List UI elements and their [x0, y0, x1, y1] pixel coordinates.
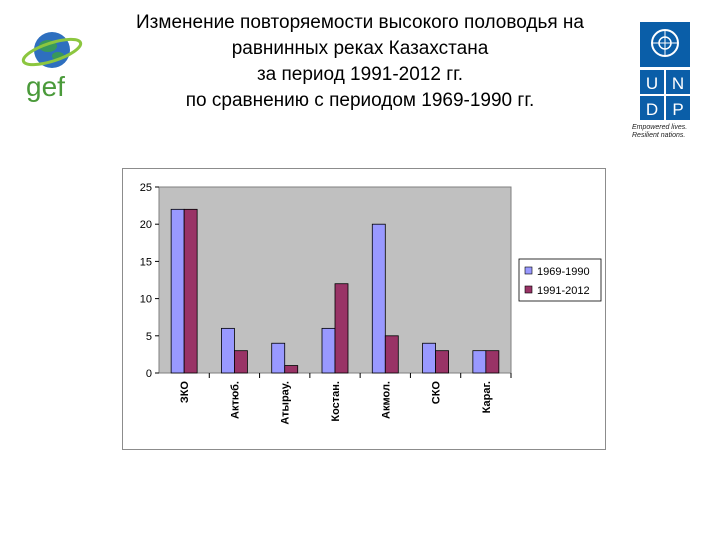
legend-swatch — [524, 266, 533, 275]
y-tick-label: 10 — [140, 294, 152, 306]
bar — [170, 208, 185, 374]
title-line: по сравнению с периодом 1969-1990 гг. — [185, 90, 535, 111]
bar — [284, 365, 299, 374]
x-tick-label: СКО — [431, 381, 443, 405]
legend-swatch — [524, 285, 533, 294]
bar-chart: 0 5 10 15 20 25 ЗКО Актюб. Атырау. Костан. Акмол. С… — [140, 182, 602, 425]
y-tick-label: 15 — [140, 256, 152, 268]
x-tick-label: Актюб. — [229, 381, 241, 419]
chart-container: 0 5 10 15 20 25 ЗКО Актюб. Атырау. Костан. Акмол. С… — [122, 168, 606, 450]
undp-letter: N — [672, 74, 684, 93]
bar — [321, 327, 336, 374]
bar — [435, 350, 449, 374]
tagline-line: Resilient nations. — [632, 132, 686, 139]
bar — [221, 327, 235, 374]
bar — [384, 335, 399, 374]
x-tick-label: ЗКО — [179, 381, 191, 404]
orbit-ring-icon — [21, 37, 83, 67]
tagline-line: Empowered lives. — [632, 124, 688, 131]
undp-letter: U — [646, 74, 658, 93]
bar — [371, 223, 386, 374]
x-tick-label: Акмол. — [380, 381, 392, 419]
bar — [183, 208, 198, 374]
undp-logo: U N D P — [640, 22, 690, 120]
y-tick-label: 20 — [140, 219, 152, 231]
bar — [271, 342, 286, 374]
title-line: Изменение повторяемости высокого половод… — [136, 12, 584, 33]
y-tick-label: 25 — [140, 182, 152, 194]
bar — [422, 342, 436, 374]
title-line: за период 1991-2012 гг. — [256, 64, 464, 85]
bar — [334, 283, 349, 374]
legend-label: 1991-2012 — [537, 285, 590, 297]
y-tick-label: 0 — [146, 368, 152, 380]
title-line: равнинных реках Казахстана — [231, 38, 489, 59]
gef-wordmark: gef — [26, 71, 65, 102]
x-tick-label: Атырау. — [280, 381, 292, 425]
y-tick-label: 5 — [146, 331, 152, 343]
bar — [234, 350, 248, 374]
x-tick-label: Караг. — [481, 381, 493, 413]
page-title: Изменение повторяемости высокого половод… — [80, 10, 640, 114]
gef-logo: gef — [21, 32, 83, 102]
bar — [485, 350, 500, 374]
undp-letter: D — [646, 100, 658, 119]
bar — [472, 350, 487, 374]
undp-letter: P — [672, 100, 683, 119]
x-tick-label: Костан. — [330, 381, 342, 422]
legend-box — [518, 258, 602, 302]
undp-tagline: Empowered lives. Resilient nations. — [632, 124, 712, 140]
legend-label: 1969-1990 — [537, 266, 590, 278]
